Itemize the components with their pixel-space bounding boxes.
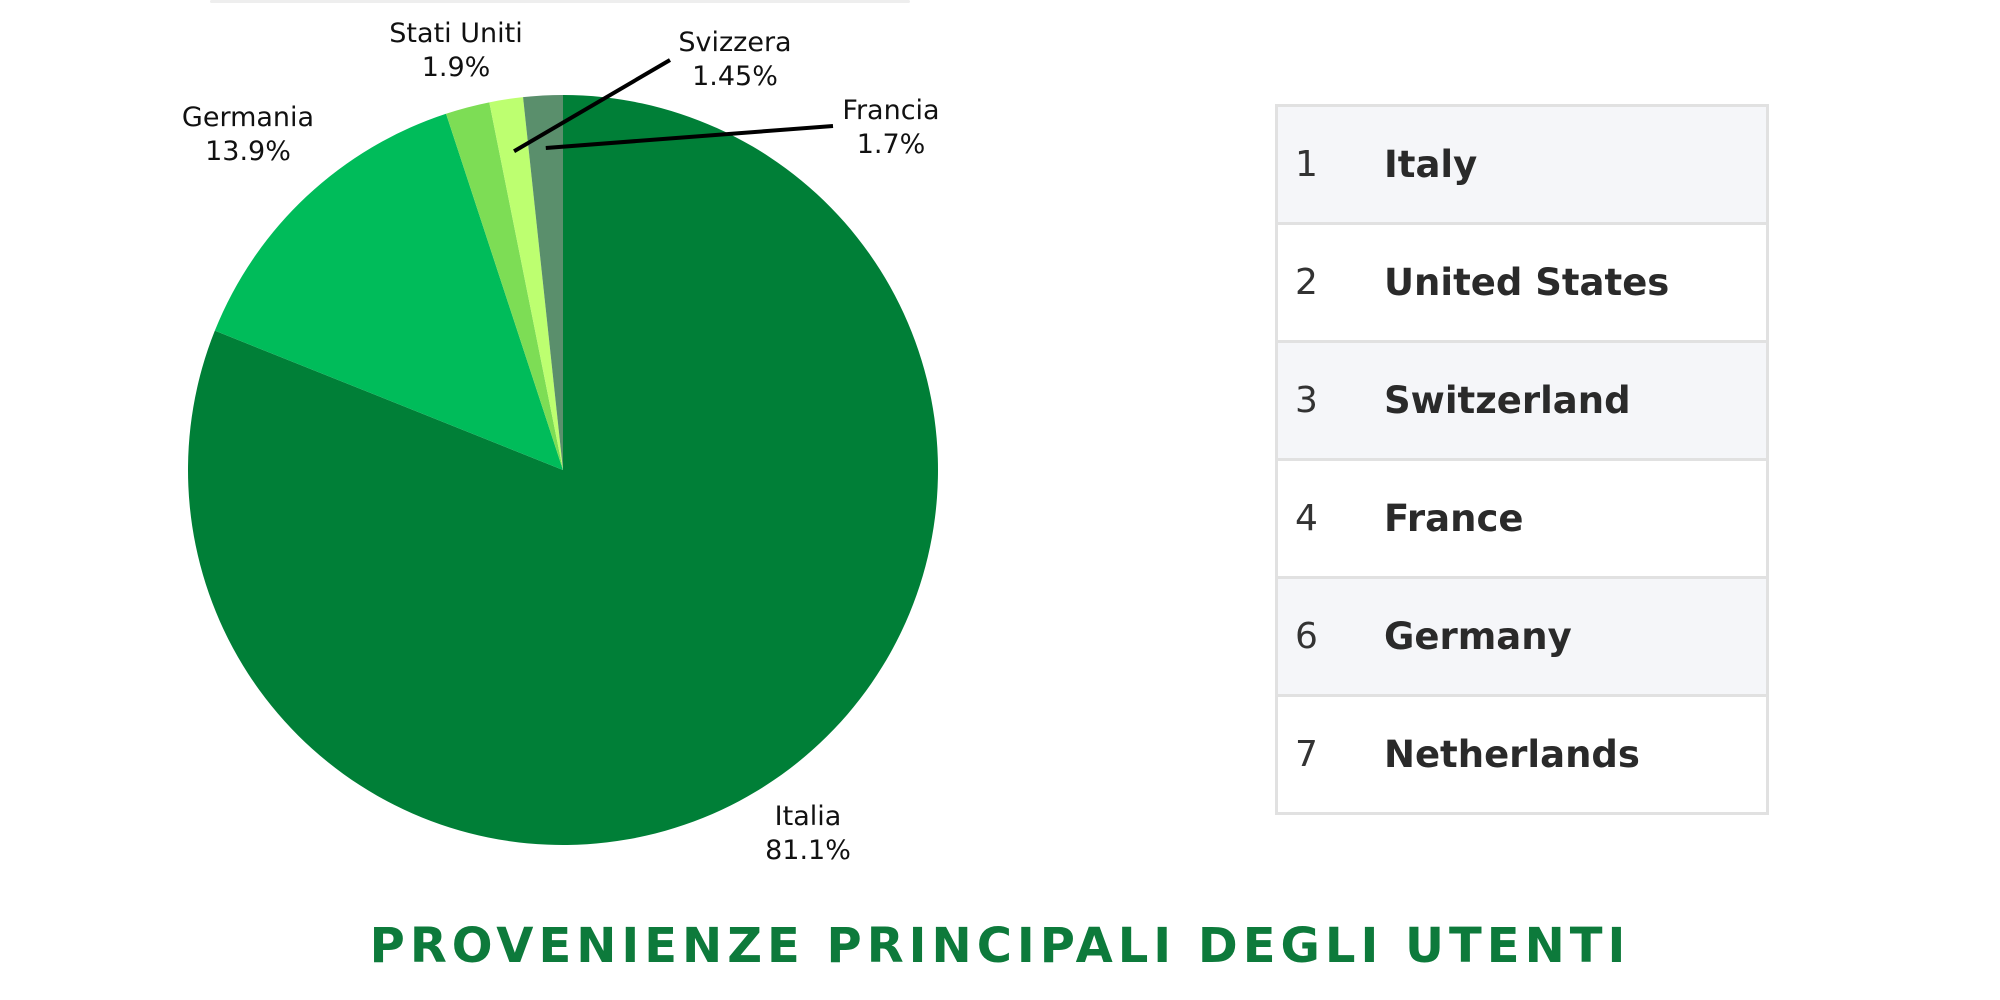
table-row: 7 Netherlands: [1278, 697, 1766, 815]
rank-number: 7: [1295, 734, 1318, 775]
pie-slice-stati-uniti: [446, 102, 563, 470]
pie-slice-italia: [187, 95, 938, 845]
country-ranking-table: 1 Italy 2 United States 3 Switzerland 4 …: [1275, 104, 1769, 815]
pie-slice-germania: [214, 113, 563, 470]
slice-percentage: 81.1%: [765, 835, 851, 866]
slice-label: Germania: [182, 102, 314, 133]
rank-number: 6: [1295, 616, 1318, 657]
rank-number: 1: [1295, 144, 1318, 185]
table-row: 6 Germany: [1278, 579, 1766, 697]
leader-line: [545, 124, 834, 150]
slice-percentage: 1.45%: [692, 61, 778, 92]
country-name: Italy: [1384, 143, 1478, 186]
slice-label: Svizzera: [678, 27, 791, 58]
slice-percentage: 13.9%: [205, 136, 291, 167]
table-row: 1 Italy: [1278, 107, 1766, 225]
pie-slices: [187, 95, 938, 845]
country-name: France: [1384, 497, 1524, 540]
country-name: Netherlands: [1384, 733, 1640, 776]
rank-number: 3: [1295, 380, 1318, 421]
country-name: Germany: [1384, 615, 1572, 658]
rank-number: 4: [1295, 498, 1318, 539]
country-name: Switzerland: [1384, 379, 1631, 422]
slice-percentage: 1.7%: [857, 129, 926, 160]
slice-label: Francia: [842, 95, 939, 126]
top-divider: [210, 0, 910, 3]
pie-slice-francia: [523, 95, 563, 470]
slice-percentage: 1.9%: [422, 52, 491, 83]
pie-slice-svizzera: [489, 97, 563, 470]
slice-label: Italia: [775, 801, 842, 832]
chart-title: PROVENIENZE PRINCIPALI DEGLI UTENTI: [369, 918, 1631, 974]
table-row: 2 United States: [1278, 225, 1766, 343]
table-row: 3 Switzerland: [1278, 343, 1766, 461]
rank-number: 2: [1295, 262, 1318, 303]
country-name: United States: [1384, 261, 1670, 304]
slice-label: Stati Uniti: [389, 18, 522, 49]
leader-line: [513, 58, 672, 153]
table-row: 4 France: [1278, 461, 1766, 579]
leader-lines: [513, 58, 834, 153]
